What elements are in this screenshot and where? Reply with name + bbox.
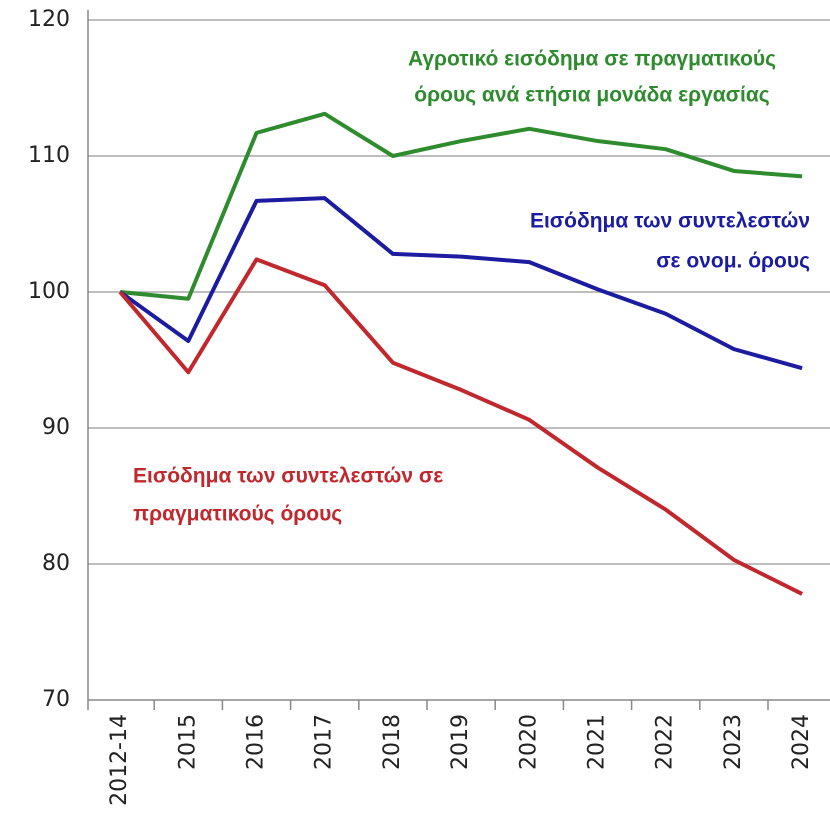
x-tick-label: 2016 <box>244 714 269 770</box>
y-tick-label: 110 <box>28 143 70 168</box>
x-tick-label: 2015 <box>175 714 200 770</box>
x-tick-label: 2017 <box>312 714 337 770</box>
x-tick-label: 2020 <box>516 714 541 770</box>
x-tick-label: 2022 <box>653 714 678 770</box>
x-tick-label: 2012-14 <box>107 714 132 806</box>
x-tick-label: 2021 <box>585 714 610 770</box>
y-tick-label: 100 <box>28 279 70 304</box>
x-tick-label: 2019 <box>448 714 473 770</box>
y-tick-label: 80 <box>42 551 70 576</box>
y-tick-label: 90 <box>42 415 70 440</box>
series-line <box>119 111 803 301</box>
series-label: σε ονομ. όρους <box>656 250 810 273</box>
series-line <box>118 196 803 371</box>
series-label: Εισόδημα των συντελεστών <box>530 210 810 233</box>
series-label: Αγροτικό εισόδημα σε πραγματικούς <box>408 48 776 71</box>
series-line <box>118 257 803 596</box>
x-tick-label: 2024 <box>789 714 814 770</box>
x-tick-label: 2018 <box>380 714 405 770</box>
series-label: Εισόδημα των συντελεστών σε <box>133 465 443 488</box>
series-label: πραγματικούς όρους <box>133 503 342 526</box>
y-tick-label: 120 <box>28 7 70 32</box>
x-tick-label: 2023 <box>721 714 746 770</box>
series-label: όρους ανά ετήσια μονάδα εργασίας <box>414 84 769 107</box>
y-tick-label: 70 <box>42 687 70 712</box>
